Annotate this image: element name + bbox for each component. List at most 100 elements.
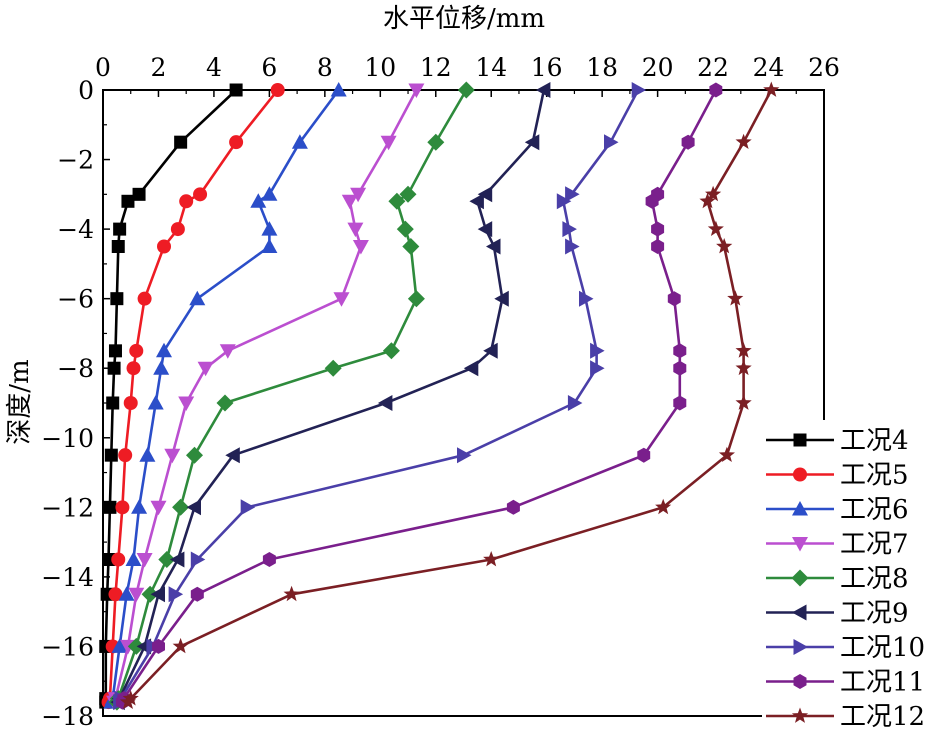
axes: 0 2 4 6 8 10 12 14 16 18 20 22 24 260−2−4−6−8−10−12−1… [41,53,840,731]
data-point [718,446,735,462]
legend-label: 工况10 [840,633,925,663]
data-point [178,396,195,411]
data-point [735,394,752,410]
y-tick-label: −2 [57,146,94,175]
data-point [136,553,153,568]
data-point [283,585,300,602]
data-point [716,238,733,254]
data-point [402,238,420,255]
data-point [457,81,475,99]
legend-marker [791,707,809,723]
y-tick-label: −8 [57,354,94,383]
legend-label: 工况11 [840,668,925,698]
data-point [380,135,397,151]
legend-item: 工况9 [766,599,909,629]
data-point [396,220,414,238]
data-point [651,239,665,254]
legend-marker [793,433,807,447]
data-point [103,500,117,514]
data-point [291,134,308,149]
data-point [486,238,501,255]
data-point [763,81,780,97]
x-axis-title: 水平位移/mm [383,4,545,34]
data-point [123,396,138,410]
data-point [229,83,243,97]
data-point [169,551,185,568]
x-tick-label: 8 [317,53,333,82]
data-point [457,447,472,464]
legend-label: 工况4 [840,426,909,456]
series-9 [119,81,780,709]
data-point [190,551,206,568]
data-point [324,359,342,377]
data-point [565,238,580,255]
data-point [333,292,350,307]
data-point [483,342,498,359]
data-point [108,587,123,602]
data-point [186,446,203,464]
data-point [388,192,406,210]
data-point [106,396,120,410]
legend-item: 工况7 [766,530,909,560]
data-point [261,238,278,253]
data-point [119,693,136,709]
data-point [330,82,347,97]
data-point [216,394,234,412]
legend-label: 工况8 [840,564,909,594]
data-point [408,83,425,98]
x-tick-label: 6 [261,53,277,82]
legend-marker [792,501,808,516]
data-point [261,186,278,201]
data-point [168,586,184,603]
data-point [158,551,176,568]
data-point [681,134,695,150]
data-point [153,360,170,375]
data-point [567,395,583,411]
x-tick-label: 10 [364,53,396,82]
data-point [494,290,509,307]
data-point [150,500,167,516]
y-tick-label: −6 [57,285,94,314]
data-point [129,343,144,358]
data-point [125,551,142,566]
data-point [170,222,185,237]
data-point [174,135,188,149]
data-point [104,448,118,462]
plot-area [99,81,780,711]
x-tick-label: 0 [95,53,111,82]
legend-marker [793,639,808,655]
data-point [407,290,425,308]
data-point [262,552,276,567]
data-point [229,135,244,150]
data-point [477,221,493,238]
data-point [131,499,148,514]
legend-item: 工况5 [766,461,909,491]
data-point [399,185,417,203]
data-point [562,221,577,238]
data-point [506,499,520,515]
x-tick-label: 24 [753,53,785,82]
data-point [477,186,493,203]
data-point [604,134,619,151]
data-point [655,498,672,515]
data-point [132,187,146,201]
data-point [667,291,681,307]
data-point [735,359,752,376]
y-tick-label: 0 [78,76,94,105]
data-point [579,290,594,307]
data-point [427,133,445,151]
series-5 [108,81,475,711]
data-point [705,185,722,202]
x-tick-label: 18 [586,53,618,82]
data-point [172,498,190,516]
data-point [152,638,165,654]
series-4 [106,83,425,711]
data-point [172,637,189,654]
data-point [156,342,172,358]
data-point [250,193,267,208]
data-point [225,447,240,464]
data-point [110,292,124,306]
data-point [118,448,133,463]
y-axis-title: 深度/m [5,359,35,444]
